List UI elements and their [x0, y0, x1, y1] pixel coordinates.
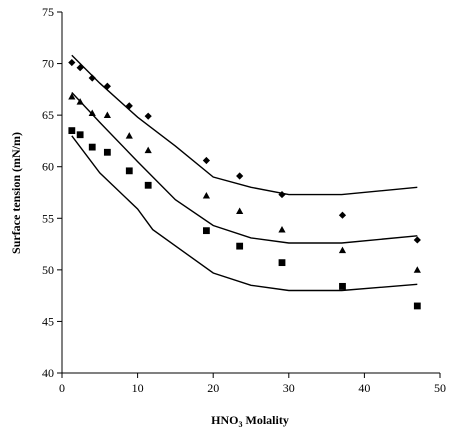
- square-point: [103, 148, 111, 156]
- square-point: [202, 227, 210, 235]
- square-point: [144, 181, 152, 189]
- diamond-point: [103, 82, 111, 90]
- y-tick-label: 75: [42, 5, 54, 19]
- x-tick-label: 40: [358, 381, 370, 395]
- x-tick-label: 20: [207, 381, 219, 395]
- triangle-point: [68, 92, 76, 100]
- y-tick-label: 70: [42, 57, 54, 71]
- x-tick-label: 50: [434, 381, 446, 395]
- triangle-point: [278, 226, 286, 233]
- fit-line-2: [71, 92, 418, 244]
- square-point: [236, 242, 244, 250]
- y-tick-label: 60: [42, 160, 54, 174]
- square-point: [88, 143, 96, 151]
- diamond-point: [338, 211, 347, 219]
- diamond-point: [88, 74, 96, 82]
- diamond-point: [278, 190, 286, 199]
- y-tick-label: 55: [42, 211, 54, 225]
- fit-line-1: [71, 54, 418, 196]
- square-point: [125, 167, 133, 175]
- diamond-point: [125, 102, 133, 110]
- triangle-point: [103, 111, 111, 119]
- fit-lines: [71, 54, 418, 292]
- x-tick-label: 10: [132, 381, 144, 395]
- square-point: [68, 127, 76, 135]
- triangle-point: [236, 207, 244, 214]
- x-axis-title: HNO3 Molality: [211, 413, 289, 429]
- fit-line-3: [71, 135, 418, 292]
- diamond-point: [76, 64, 84, 72]
- y-tick-label: 45: [42, 314, 54, 328]
- diamond-point: [202, 156, 210, 165]
- diamond-point: [413, 236, 421, 244]
- triangle-point: [202, 191, 210, 199]
- square-point: [278, 259, 286, 267]
- triangle-point: [76, 98, 84, 105]
- square-point: [339, 282, 346, 290]
- triangle-point: [88, 109, 96, 116]
- square-point: [413, 302, 421, 310]
- triangle-point: [125, 132, 133, 139]
- x-tick-label: 0: [59, 381, 65, 395]
- axes: 40 45 50 55 60 65 70 75 0 10 20 30 40 50: [42, 5, 446, 395]
- triangle-point: [413, 266, 421, 273]
- diamond-point: [68, 58, 76, 67]
- diamond-point: [236, 172, 244, 180]
- x-tick-label: 30: [283, 381, 295, 395]
- y-tick-label: 65: [42, 108, 54, 122]
- diamond-point: [144, 112, 152, 120]
- triangle-point: [144, 146, 152, 154]
- y-axis-title: Surface tension (mN/m): [9, 132, 23, 254]
- y-tick-label: 50: [42, 263, 54, 277]
- data-points: [68, 58, 421, 310]
- y-tick-label: 40: [42, 366, 54, 380]
- triangle-point: [338, 246, 347, 254]
- square-point: [76, 131, 84, 139]
